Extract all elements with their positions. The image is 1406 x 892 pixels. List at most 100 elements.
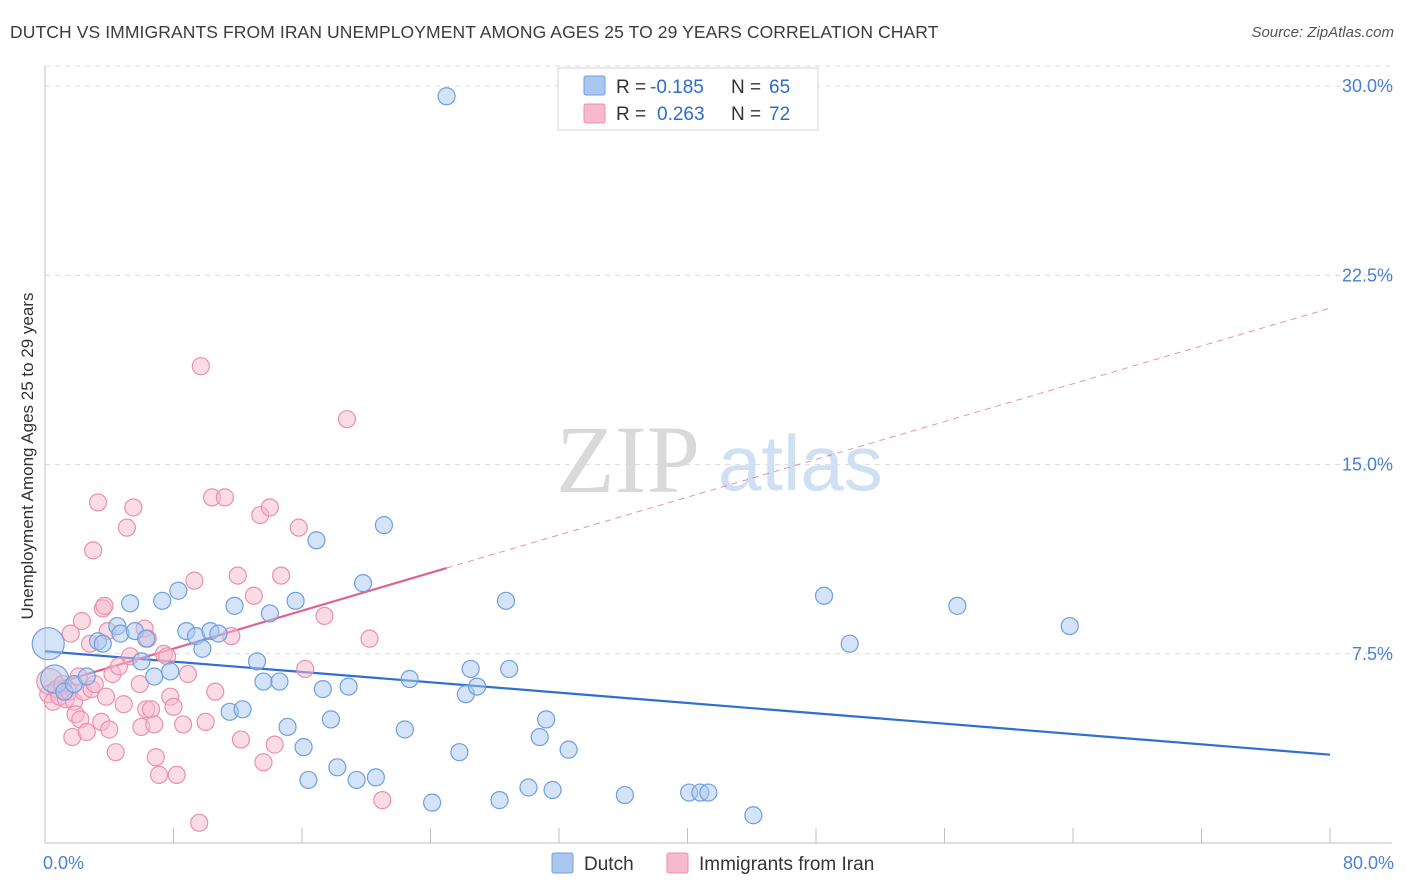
legend-iran-n-label: N = [731,104,761,125]
iran-point-66 [272,566,291,585]
dutch-point-28 [270,672,289,691]
dutch-point-36 [328,758,347,777]
iran-point-21 [88,493,108,512]
iran-point-43 [149,765,169,784]
dutch-point-46 [450,743,469,762]
dutch-point-39 [353,574,373,593]
iran-point-42 [146,748,165,767]
iran-point-53 [191,357,210,376]
dutch-point-31 [294,738,313,757]
dutch-point-37 [339,677,358,696]
watermark-zip: ZIP [556,406,700,513]
iran-point-41 [145,715,164,734]
iran-point-14 [72,611,92,631]
dutch-point-25 [247,652,267,671]
iran-point-63 [254,753,273,772]
iran-point-51 [185,571,204,590]
legend-dutch-r-value: -0.185 [650,77,704,98]
iran-point-65 [265,735,284,754]
dutch-point-41 [374,516,394,535]
dutch-point-55 [537,710,556,729]
chart-title: DUTCH VS IMMIGRANTS FROM IRAN UNEMPLOYME… [10,22,939,42]
dutch-point-61 [699,783,718,802]
dutch-point-33 [307,531,326,550]
dutch-point-9 [121,594,140,613]
legend-iran-r-label: R = [616,104,646,125]
dutch-point-34 [313,680,332,699]
dutch-point-23 [225,596,244,615]
bottom-legend-dutch: Dutch [584,854,634,875]
dutch-point-62 [744,806,763,825]
iran-point-70 [337,410,357,429]
iran-point-27 [100,720,119,739]
iran-point-45 [157,647,177,666]
dutch-point-30 [286,591,305,610]
source-label: Source: ZipAtlas.com [1251,24,1394,41]
iran-point-49 [174,715,193,734]
dutch-point-51 [496,591,516,610]
bottom-legend: Dutch Immigrants from Iran [551,852,874,875]
iran-point-59 [228,566,247,585]
x-tick-label-max: 80.0% [1343,853,1394,873]
iran-point-24 [95,596,114,615]
y-tick-label-0: 7.5% [1352,644,1393,664]
dutch-point-48 [461,659,480,679]
iran-point-72 [373,791,392,810]
legend-iran-n-value: 72 [769,104,790,125]
trend-lines [44,307,1331,756]
iran-point-60 [231,730,251,749]
legend-iran-r-value: 0.263 [657,104,705,125]
dutch-point-42 [395,720,414,739]
iran-point-8 [61,624,80,643]
dutch-point-52 [500,659,519,679]
dutch-point-66 [1060,616,1079,636]
dutch-point-27 [260,604,279,623]
watermark-atlas: atlas [718,419,883,507]
iran-point-31 [114,695,133,714]
iran-point-47 [164,697,183,716]
iran-point-19 [84,541,103,560]
x-tick-label-min: 0.0% [43,853,84,873]
iran-point-29 [106,743,125,762]
y-tick-labels: 7.5% 15.0% 22.5% 30.0% [1342,76,1393,664]
iran-point-40 [141,700,161,719]
dutch-point-11 [132,652,151,671]
dutch-point-35 [321,710,341,729]
iran-point-50 [178,664,198,684]
iran-point-35 [130,674,149,694]
watermark: ZIP atlas [556,406,883,513]
legend-dutch-r-label: R = [616,77,646,98]
dutch-point-12 [137,629,156,648]
dutch-point-4 [77,667,96,686]
dutch-point-21 [209,624,228,643]
iran-point-16 [77,722,96,742]
bottom-legend-iran: Immigrants from Iran [699,854,874,875]
dutch-point-13 [145,667,164,686]
dutch-point-14 [153,591,172,610]
bottom-legend-swatch-iran [666,852,689,874]
dutch-point-56 [543,780,562,800]
dutch-point-6 [93,634,112,653]
iran-point-67 [289,518,308,537]
dutch-point-63 [814,586,834,605]
iran-point-25 [96,687,116,706]
dutch-point-32 [299,770,318,790]
legend-swatch-dutch [583,75,606,96]
iran-point-54 [196,712,215,732]
iran-point-34 [124,498,143,517]
dutch-point-58 [615,785,634,805]
dutch-point-65 [948,596,967,615]
iran-point-68 [296,659,315,679]
dutch-point-53 [519,778,538,797]
y-tick-label-2: 22.5% [1342,265,1393,285]
legend-dutch-n-label: N = [731,77,761,98]
iran-point-69 [315,606,334,626]
iran-point-32 [117,518,137,537]
dutch-point-43 [400,669,419,689]
dutch-point-50 [490,791,509,810]
bottom-legend-swatch-dutch [551,852,574,874]
gridlines [45,65,1392,655]
dutch-point-64 [840,634,859,653]
dutch-point-54 [530,727,549,747]
